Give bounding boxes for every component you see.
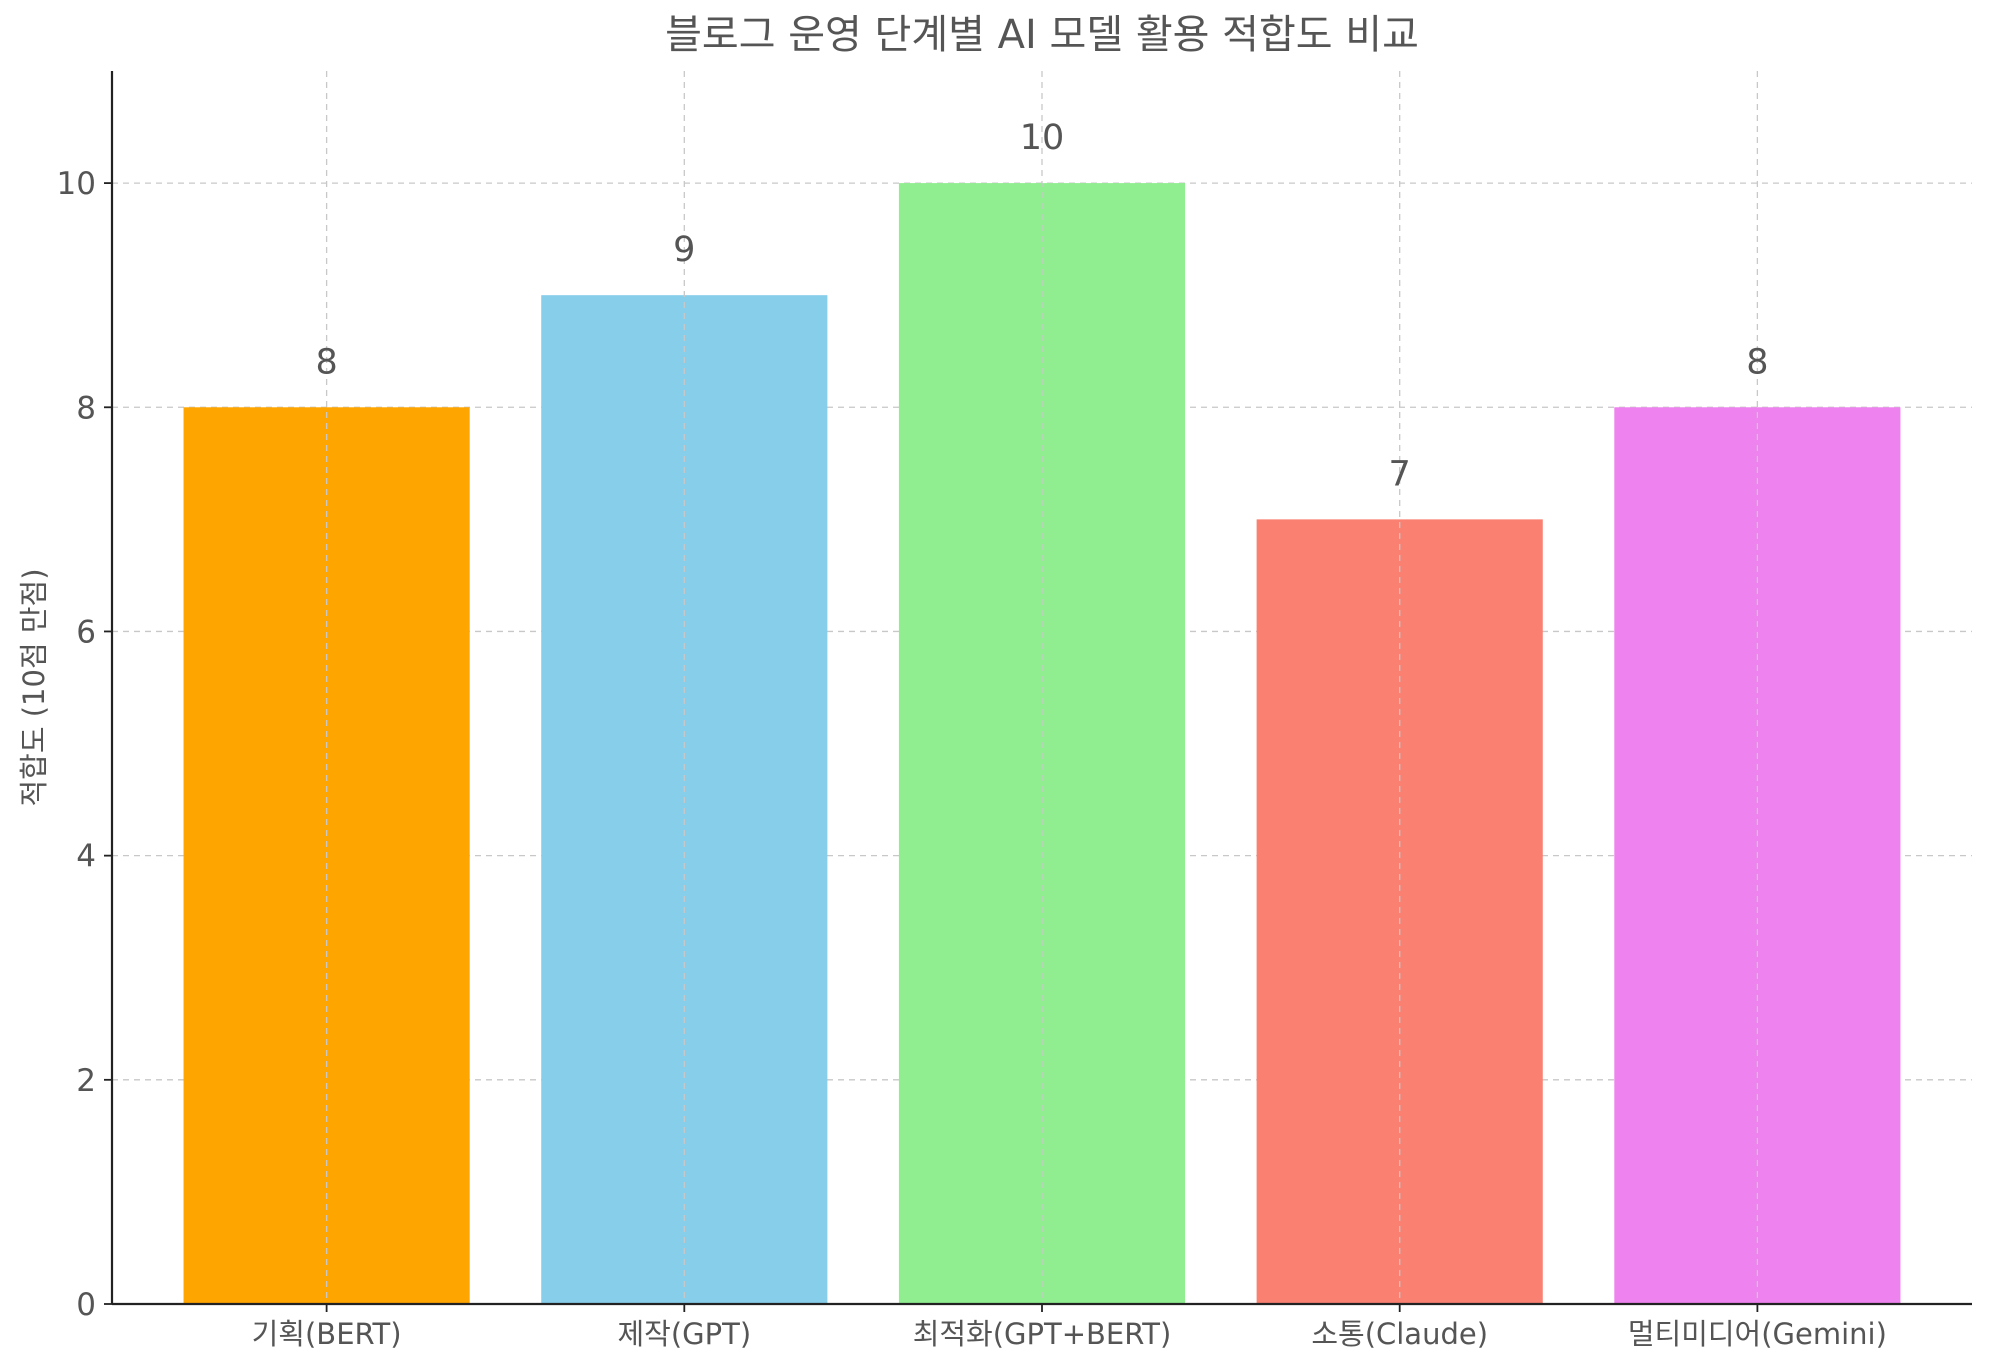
y-tick-label: 4 bbox=[76, 839, 96, 875]
chart-title: 블로그 운영 단계별 AI 모델 활용 적합도 비교 bbox=[665, 12, 1419, 58]
y-tick-label: 10 bbox=[57, 166, 96, 202]
data-label: 9 bbox=[673, 230, 695, 270]
data-label: 10 bbox=[1020, 118, 1065, 158]
data-label: 8 bbox=[1746, 342, 1768, 382]
y-axis-label: 적합도 (10점 만점) bbox=[17, 568, 51, 806]
x-tick-label: 최적화(GPT+BERT) bbox=[913, 1317, 1172, 1351]
data-labels: 8 9 10 7 8 bbox=[315, 118, 1768, 494]
data-label: 8 bbox=[315, 342, 337, 382]
vertical-gridlines bbox=[325, 71, 1759, 1304]
x-tick-label: 소통(Claude) bbox=[1311, 1317, 1488, 1351]
y-tick-label: 0 bbox=[76, 1287, 96, 1323]
x-tick-label: 기획(BERT) bbox=[252, 1317, 402, 1351]
y-ticks: 0 2 4 6 8 10 bbox=[57, 166, 112, 1323]
x-ticks: 기획(BERT) 제작(GPT) 최적화(GPT+BERT) 소통(Claude) 멀티… bbox=[252, 1304, 1887, 1351]
y-tick-label: 6 bbox=[76, 614, 96, 650]
x-tick-label: 멀티미디어(Gemini) bbox=[1628, 1317, 1887, 1351]
y-tick-label: 8 bbox=[76, 390, 96, 426]
y-tick-label: 2 bbox=[76, 1063, 96, 1099]
x-tick-label: 제작(GPT) bbox=[617, 1317, 751, 1351]
data-label: 7 bbox=[1389, 454, 1411, 494]
